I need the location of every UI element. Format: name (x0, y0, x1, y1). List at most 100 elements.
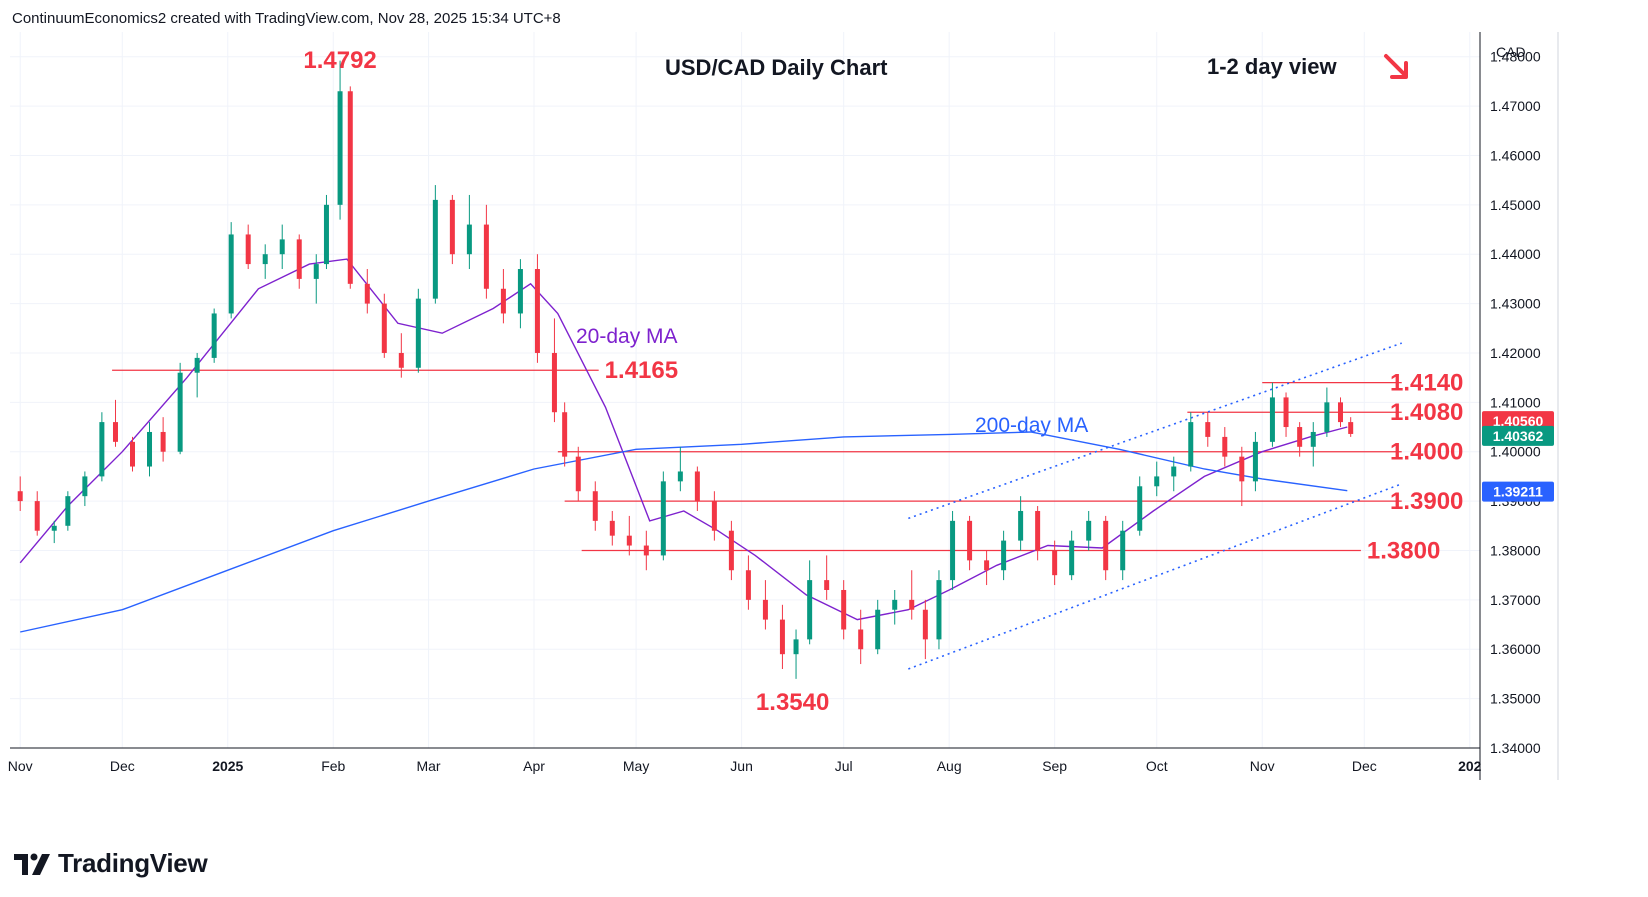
ma-20-label: 20-day MA (576, 325, 678, 348)
time-tick-label: Sep (1042, 758, 1067, 774)
candle-body (211, 313, 217, 358)
level-label: 1.3800 (1367, 537, 1440, 564)
candle-body (551, 352, 557, 413)
price-tick-label: 1.48000 (1490, 49, 1541, 65)
candle-body (228, 234, 234, 314)
candle-body (1310, 431, 1316, 447)
candle-body (160, 431, 166, 452)
level-label: 1.4000 (1390, 439, 1463, 466)
candle-body (1086, 520, 1092, 541)
candle-body (534, 269, 540, 353)
candle-body (500, 288, 506, 314)
candle-body (609, 520, 615, 536)
candle-body (858, 629, 864, 650)
candle-body (99, 422, 105, 477)
candle-body (1205, 422, 1211, 437)
candle-body (245, 234, 251, 265)
candle-body (892, 599, 898, 610)
candle-body (1001, 540, 1007, 571)
level-label: 1.3900 (1390, 488, 1463, 515)
chart-subtitle: 1-2 day view (1207, 54, 1338, 79)
candle-body (562, 412, 568, 457)
candle-body (34, 501, 40, 531)
candle-body (313, 264, 319, 279)
candle-body (130, 441, 135, 467)
candle-body (1018, 510, 1024, 541)
price-tick-label: 1.42000 (1490, 345, 1541, 361)
candle-body (517, 269, 523, 314)
candle-body (323, 204, 329, 265)
price-tick-label: 1.44000 (1490, 246, 1541, 262)
moving-averages (19, 258, 1348, 633)
candle-body (381, 303, 387, 353)
candle-body (347, 91, 353, 284)
candle-body (1283, 397, 1289, 428)
candle-body (1269, 397, 1275, 442)
tradingview-logo-icon (14, 853, 50, 875)
brand-name: TradingView (58, 848, 208, 878)
candle-body (296, 239, 302, 279)
candle-body (677, 471, 683, 482)
candle-body (967, 520, 973, 561)
ma-200-line (20, 431, 1348, 633)
arrow-shaft (1384, 54, 1406, 76)
candle-body (909, 599, 915, 610)
candle-body (337, 91, 343, 205)
candle-body (483, 224, 489, 289)
candle-body (793, 639, 799, 655)
candle-body (1103, 520, 1109, 571)
candle-body (466, 224, 472, 255)
candle-body (147, 431, 153, 467)
tradingview-brand[interactable]: TradingView (14, 848, 208, 879)
price-tick-label: 1.46000 (1490, 147, 1541, 163)
candle-body (1324, 402, 1330, 432)
candle-body (65, 496, 71, 526)
price-tick-label: 1.45000 (1490, 197, 1541, 213)
time-tick-label: Aug (937, 758, 962, 774)
candle-body (17, 491, 23, 502)
currency-label: CAD (1496, 44, 1526, 60)
time-tick-label: Feb (321, 758, 345, 774)
time-tick-label: 202 (1458, 758, 1482, 774)
level-label: 1.4080 (1390, 399, 1463, 426)
candle-body (415, 298, 421, 368)
candle-body (779, 619, 785, 655)
candle-body (112, 422, 118, 442)
price-tick-label: 1.41000 (1490, 394, 1541, 410)
price-badge (1482, 481, 1554, 502)
candle-body (279, 239, 285, 255)
candle-body (1222, 436, 1228, 457)
candle-body (841, 589, 847, 630)
candle-body (711, 501, 717, 531)
direction-down-arrow-icon (1384, 54, 1408, 79)
candle-body (626, 535, 632, 546)
candle-body (1171, 466, 1177, 477)
candle-body (950, 520, 956, 581)
price-tick-label: 1.38000 (1490, 542, 1541, 558)
candle-body (364, 283, 370, 304)
candle-body (728, 530, 734, 571)
candle-body (432, 199, 438, 299)
candle-body (936, 580, 942, 640)
candle-body (762, 599, 768, 620)
candle-body (1188, 422, 1194, 467)
price-tick-label: 1.43000 (1490, 296, 1541, 312)
time-tick-label: Mar (416, 758, 440, 774)
price-tick-label: 1.36000 (1490, 641, 1541, 657)
candle-body (1069, 540, 1075, 576)
chart-grid (10, 32, 1480, 749)
price-tick-label: 1.34000 (1490, 740, 1541, 756)
candle-body (1154, 476, 1160, 487)
candle-body (1239, 456, 1245, 482)
candle-body (82, 476, 88, 497)
candle-body (177, 372, 183, 452)
candle-body (1137, 486, 1143, 531)
candle-body (1120, 530, 1126, 571)
candle-body (262, 254, 268, 265)
time-tick-label: Jun (730, 758, 753, 774)
extreme-label: 1.3540 (756, 689, 829, 716)
price-tick-label: 1.35000 (1490, 691, 1541, 707)
candle-body (1035, 510, 1041, 551)
